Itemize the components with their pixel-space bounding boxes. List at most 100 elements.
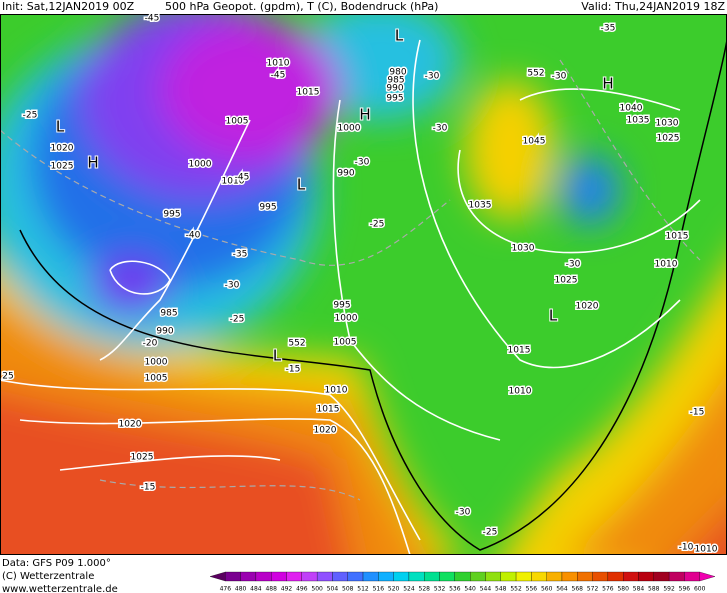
isobar-label: 1010	[695, 545, 718, 555]
isobar-label: 1035	[469, 201, 492, 211]
colorbar-label: 504	[327, 586, 339, 593]
isobar-label: 1010	[325, 386, 348, 396]
isobar-label: 1035	[627, 116, 650, 126]
colorbar-label: 584	[633, 586, 645, 593]
temperature-label: -25	[483, 528, 498, 538]
pressure-center: L	[395, 27, 404, 45]
temperature-label: -20	[143, 339, 158, 349]
colorbar-label: 484	[250, 586, 262, 593]
isobar-label: 1025	[131, 453, 154, 463]
isobar-label: 995	[259, 203, 276, 213]
colorbar-swatch	[531, 571, 547, 582]
isobar-label: 1010	[222, 177, 245, 187]
temperature-label: -30	[566, 260, 581, 270]
isobar-label: 995	[163, 210, 180, 220]
isobar-label: 1040	[620, 104, 643, 114]
colorbar-label: 516	[373, 586, 385, 593]
colorbar-label: 596	[679, 586, 691, 593]
isobar-label: 1045	[523, 137, 546, 147]
isobar-label: 995	[386, 94, 403, 104]
colorbar-swatch	[255, 571, 272, 582]
colorbar-label: 476	[220, 586, 232, 593]
pressure-center: H	[87, 154, 98, 172]
isobar-label: 1005	[334, 338, 357, 348]
temperature-label: -15	[141, 483, 156, 493]
colorbar-label: 528	[419, 586, 431, 593]
temperature-label: -25	[23, 111, 38, 121]
colorbar-swatch	[684, 571, 700, 582]
isobar-label: 1025	[555, 276, 578, 286]
temperature-label: -45	[271, 71, 286, 81]
colorbar-label: 588	[648, 586, 660, 593]
isobar-label: 1000	[335, 314, 358, 324]
temperature-label: -30	[456, 508, 471, 518]
isobar-label: 1010	[509, 387, 532, 397]
height-label: 552	[527, 69, 544, 79]
colorbar-label: 552	[510, 586, 522, 593]
temperature-label: -30	[355, 158, 370, 168]
height-label: 552	[288, 339, 305, 349]
colorbar-label: 508	[342, 586, 354, 593]
colorbar-label: 568	[572, 586, 584, 593]
temperature-label: -35	[601, 24, 616, 34]
colorbar-swatch	[607, 571, 624, 582]
colorbar-swatch	[316, 571, 333, 582]
colorbar-swatch	[347, 571, 364, 582]
temperature-label: -45	[145, 14, 160, 24]
pressure-center: H	[602, 75, 613, 93]
colorbar-swatch	[408, 571, 425, 582]
colorbar-label: 524	[403, 586, 415, 593]
isobar-label: 995	[333, 301, 350, 311]
colorbar-label: 540	[464, 586, 476, 593]
colorbar-swatch	[561, 571, 578, 582]
colorbar-swatch	[424, 571, 440, 582]
temperature-label: -30	[552, 72, 567, 82]
isobar-label: 1000	[338, 124, 361, 134]
isobar-label: 1000	[145, 358, 168, 368]
temperature-label: -45	[235, 173, 250, 183]
colorbar-swatch	[638, 571, 654, 582]
colorbar-label: 580	[617, 586, 629, 593]
temperature-label: -30	[425, 72, 440, 82]
map-title: 500 hPa Geopot. (gpdm), T (C), Bodendruc…	[165, 0, 438, 13]
website: www.wetterzentrale.de	[2, 584, 118, 593]
colorbar-swatch	[668, 571, 685, 582]
colorbar-swatch	[378, 571, 394, 582]
isobar-label: 1030	[512, 244, 535, 254]
isobar-label: 1015	[317, 405, 340, 415]
pressure-center: L	[297, 176, 306, 194]
colorbar-label: 556	[526, 586, 538, 593]
colorbar-label: 572	[587, 586, 599, 593]
colorbar-label: 492	[281, 586, 293, 593]
copyright: (C) Wetterzentrale	[2, 571, 94, 582]
temperature-label: -15	[690, 408, 705, 418]
colorbar-label: 500	[311, 586, 323, 593]
colorbar-swatch	[393, 571, 410, 582]
temperature-label: -25	[370, 220, 385, 230]
temperature-label: -30	[433, 124, 448, 134]
colorbar-label: 512	[357, 586, 369, 593]
isobar-label: 1000	[189, 160, 212, 170]
colorbar-swatch	[332, 571, 348, 582]
colorbar-swatch	[454, 571, 471, 582]
pressure-center: L	[56, 118, 65, 136]
colorbar-swatch	[439, 571, 455, 582]
colorbar-label: 548	[495, 586, 507, 593]
valid-time: Valid: Thu,24JAN2019 18Z	[581, 0, 725, 13]
isobar-label: 1020	[576, 302, 599, 312]
colorbar-label: 592	[663, 586, 675, 593]
temperature-label: -40	[186, 231, 201, 241]
isobar-label: 1005	[145, 374, 168, 384]
isobar-label: 1015	[666, 232, 689, 242]
colorbar-swatch	[577, 571, 593, 582]
temperature-label: -10	[679, 543, 694, 553]
colorbar-swatch	[623, 571, 639, 582]
isobar-label: 985	[387, 76, 404, 86]
isobar-label: 990	[156, 327, 173, 337]
temperature-label: 25	[2, 372, 13, 382]
temperature-label: -15	[286, 365, 301, 375]
colorbar-swatch	[485, 571, 501, 582]
isobar-label: 1005	[226, 117, 249, 127]
isobar-label: 1010	[655, 260, 678, 270]
